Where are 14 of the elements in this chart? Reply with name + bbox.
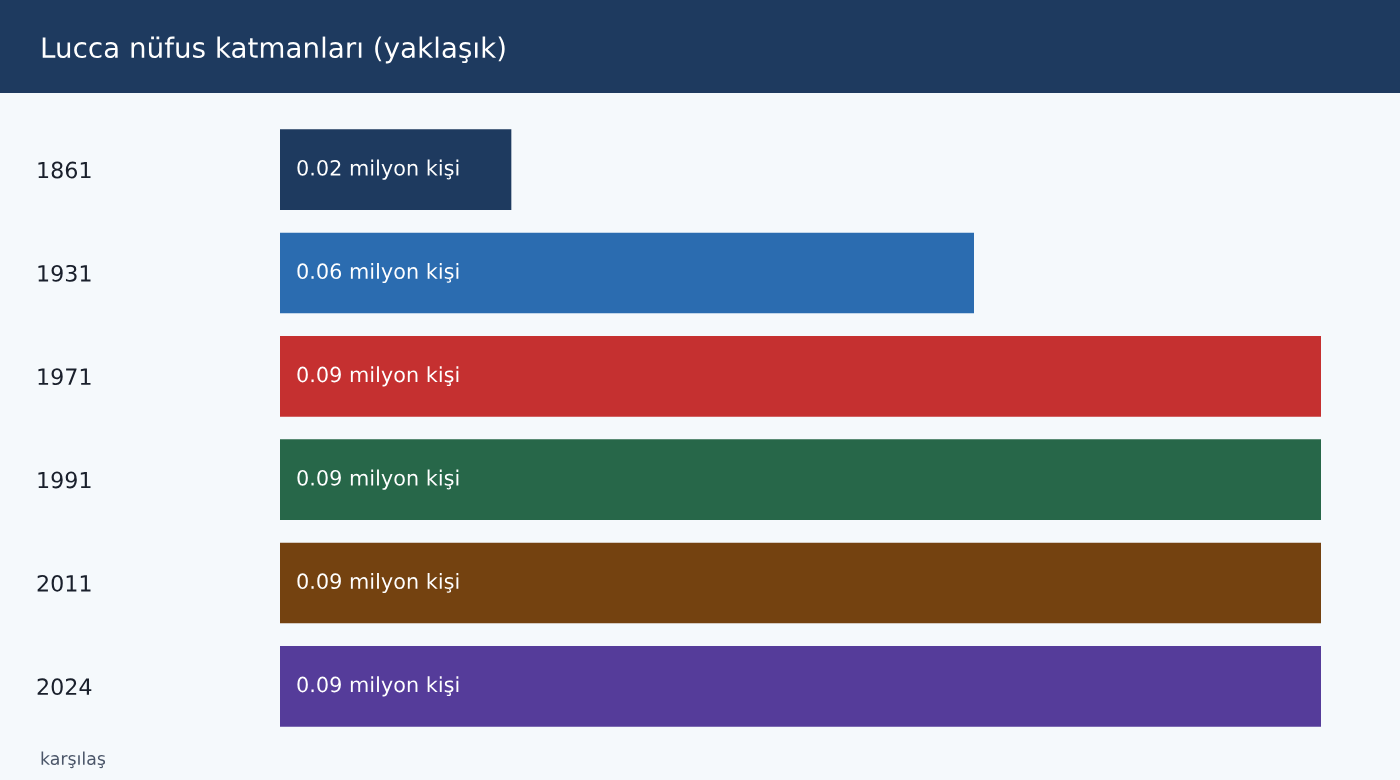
chart-title: Lucca nüfus katmanları (yaklaşık) <box>42 36 505 64</box>
data-label: 0.02 milyon kişi <box>297 159 459 180</box>
data-label: 0.09 milyon kişi <box>297 676 459 697</box>
y-tick-label: 2024 <box>37 678 92 696</box>
y-tick-label: 1971 <box>38 368 91 386</box>
data-label: 0.09 milyon kişi <box>297 469 459 490</box>
y-tick-label: 1861 <box>38 161 91 179</box>
data-label: 0.06 milyon kişi <box>297 262 459 284</box>
data-label: 0.09 milyon kişi <box>297 572 459 594</box>
text: karşılaş <box>41 751 106 769</box>
y-tick-label: 2011 <box>37 574 91 592</box>
data-label: 0.09 milyon kişi <box>297 366 459 387</box>
y-tick-label: 1991 <box>38 471 91 489</box>
y-tick-label: 1931 <box>38 264 91 282</box>
